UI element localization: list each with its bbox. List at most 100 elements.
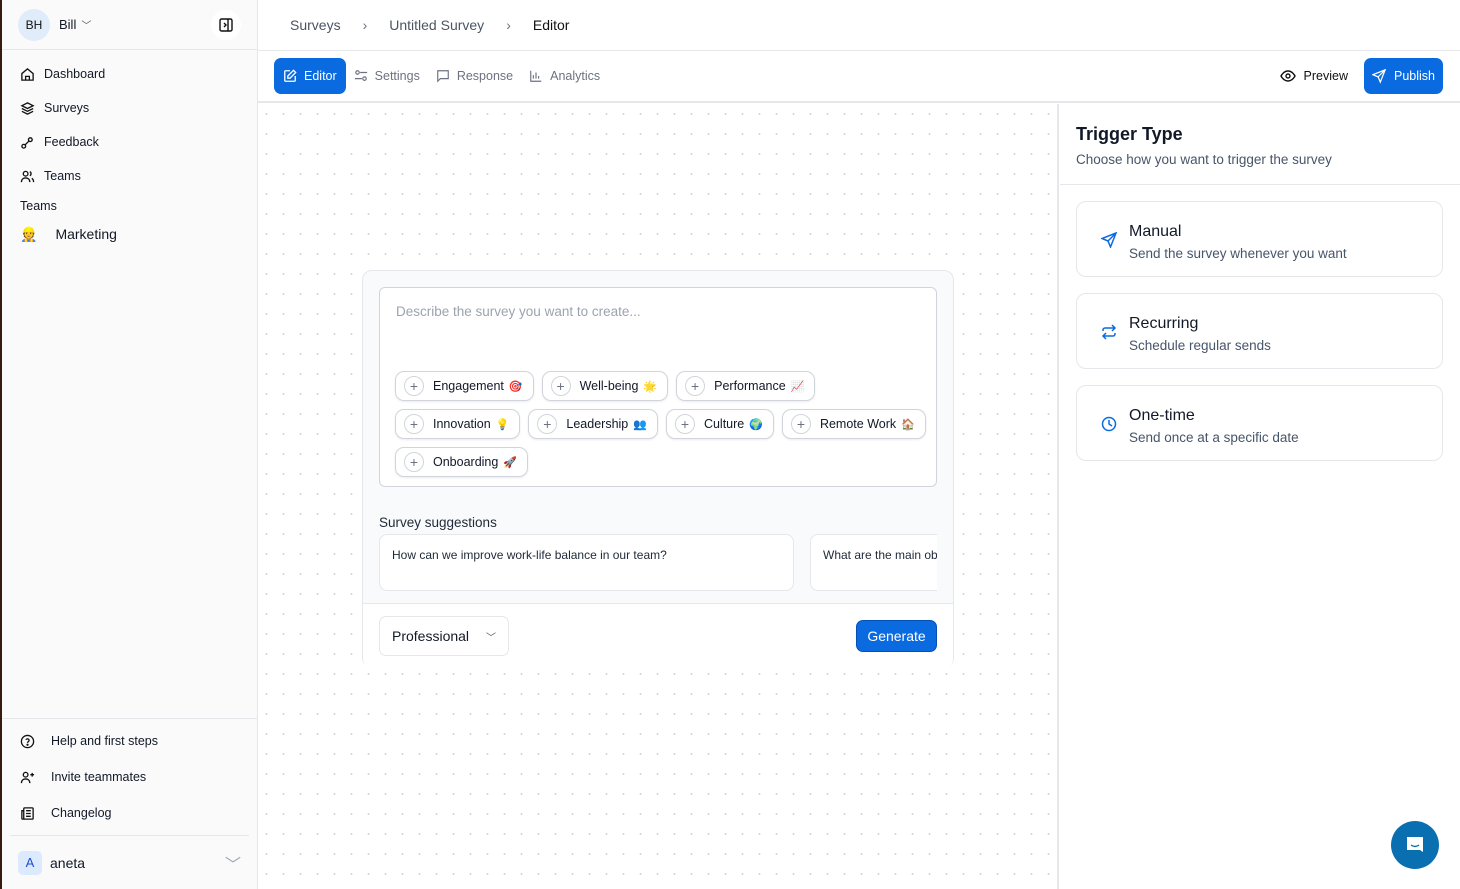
team-label: Marketing bbox=[55, 226, 117, 242]
topic-chip-culture[interactable]: + Culture 🌍 bbox=[665, 409, 774, 439]
tab-label: Settings bbox=[374, 69, 420, 83]
tab-analytics[interactable]: Analytics bbox=[521, 58, 608, 94]
plus-icon: + bbox=[685, 376, 706, 396]
publish-button[interactable]: Publish bbox=[1364, 58, 1443, 94]
topic-chip-leadership[interactable]: + Leadership 👥 bbox=[528, 409, 658, 439]
chip-emoji: 🎯 bbox=[508, 380, 523, 393]
option-title: Recurring bbox=[1129, 315, 1199, 332]
trigger-panel: Trigger Type Choose how you want to trig… bbox=[1060, 104, 1460, 889]
trigger-option-manual[interactable]: Manual Send the survey whenever you want bbox=[1076, 201, 1443, 277]
sidebar-item-surveys[interactable]: Surveys bbox=[2, 91, 257, 125]
home-icon bbox=[21, 67, 34, 81]
chip-emoji: 📈 bbox=[790, 380, 805, 393]
publish-label: Publish bbox=[1394, 69, 1435, 83]
topic-chips: + Engagement 🎯 + Well-being 🌟 + Performance 📈 + In… bbox=[395, 371, 935, 477]
breadcrumb-surveys[interactable]: Surveys bbox=[290, 17, 341, 33]
preview-button[interactable]: Preview bbox=[1279, 68, 1348, 84]
option-desc: Send once at a specific date bbox=[1129, 430, 1299, 445]
chevron-down-icon: ﹀ bbox=[486, 632, 496, 644]
option-desc: Send the survey whenever you want bbox=[1129, 246, 1347, 261]
trigger-option-recurring[interactable]: Recurring Schedule regular sends bbox=[1076, 293, 1443, 369]
clock-icon bbox=[1101, 416, 1117, 432]
tab-settings[interactable]: Settings bbox=[346, 58, 428, 94]
tab-label: Editor bbox=[304, 69, 337, 83]
help-link[interactable]: Help and first steps bbox=[2, 723, 257, 759]
sidebar-item-dashboard[interactable]: Dashboard bbox=[2, 57, 257, 91]
chip-label: Well-being bbox=[579, 379, 639, 393]
chip-label: Leadership bbox=[566, 417, 629, 431]
suggestion-card[interactable]: How can we improve work-life balance in … bbox=[379, 534, 794, 591]
nav-label: Dashboard bbox=[44, 67, 106, 81]
chip-emoji: 🌍 bbox=[749, 418, 763, 431]
user-name: Bill bbox=[59, 17, 77, 32]
tab-bar: Editor Settings Response Analytics Previ… bbox=[258, 51, 1460, 103]
breadcrumb: Surveys › Untitled Survey › Editor bbox=[258, 0, 1460, 51]
breadcrumb-untitled-survey[interactable]: Untitled Survey bbox=[389, 17, 485, 33]
sidebar-header: BH Bill ﹀ bbox=[2, 0, 257, 50]
plus-icon: + bbox=[404, 376, 424, 396]
topic-chip-remote-work[interactable]: + Remote Work 🏠 bbox=[781, 409, 926, 439]
chevron-right-icon: › bbox=[506, 17, 511, 33]
chip-emoji: 👥 bbox=[633, 418, 647, 431]
description-placeholder: Describe the survey you want to create..… bbox=[396, 304, 641, 319]
team-marketing[interactable]: 👷 Marketing bbox=[2, 217, 257, 251]
topic-chip-engagement[interactable]: + Engagement 🎯 bbox=[395, 371, 534, 401]
chip-label: Innovation bbox=[433, 417, 491, 431]
chat-launcher-button[interactable] bbox=[1391, 821, 1439, 869]
topic-chip-well-being[interactable]: + Well-being 🌟 bbox=[541, 371, 669, 401]
breadcrumb-editor: Editor bbox=[532, 17, 570, 33]
survey-description-input[interactable]: Describe the survey you want to create..… bbox=[379, 287, 937, 487]
nav-label: Surveys bbox=[44, 101, 90, 115]
preview-label: Preview bbox=[1303, 69, 1348, 83]
layers-icon bbox=[20, 101, 35, 115]
sidebar-item-teams[interactable]: Teams bbox=[2, 159, 257, 193]
option-title: One-time bbox=[1129, 407, 1195, 424]
repeat-icon bbox=[1101, 324, 1117, 340]
option-title: Manual bbox=[1129, 223, 1182, 240]
topic-chip-onboarding[interactable]: + Onboarding 🚀 bbox=[395, 447, 529, 477]
newspaper-icon bbox=[21, 806, 34, 820]
plus-icon: + bbox=[404, 452, 424, 472]
generate-button[interactable]: Generate bbox=[856, 620, 937, 652]
user-avatar: BH bbox=[18, 8, 50, 41]
sidebar-item-feedback[interactable]: Feedback bbox=[2, 125, 257, 159]
tone-select[interactable]: Professional ﹀ bbox=[379, 616, 509, 656]
tab-editor[interactable]: Editor bbox=[274, 58, 346, 94]
tab-label: Analytics bbox=[550, 69, 601, 83]
topic-chip-innovation[interactable]: + Innovation 💡 bbox=[395, 409, 521, 439]
feedback-icon bbox=[21, 136, 33, 149]
tab-label: Response bbox=[456, 69, 514, 83]
chip-emoji: 🌟 bbox=[643, 380, 658, 393]
chat-icon bbox=[1407, 837, 1423, 852]
tone-value: Professional bbox=[392, 628, 470, 644]
users-icon bbox=[20, 170, 35, 182]
plus-icon: + bbox=[674, 414, 695, 434]
account-avatar: A bbox=[18, 850, 42, 875]
user-plus-icon bbox=[20, 771, 35, 783]
account-switcher[interactable]: A aneta ﹀ bbox=[10, 835, 249, 889]
edit-icon bbox=[284, 69, 297, 82]
chip-emoji: 🚀 bbox=[503, 456, 518, 469]
editor-canvas: Describe the survey you want to create..… bbox=[258, 104, 1059, 889]
suggestion-card[interactable]: What are the main ob bbox=[810, 534, 937, 591]
trigger-option-one-time[interactable]: One-time Send once at a specific date bbox=[1076, 385, 1443, 461]
changelog-link[interactable]: Changelog bbox=[2, 795, 257, 831]
plus-icon: + bbox=[537, 414, 558, 434]
nav-label: Changelog bbox=[51, 806, 112, 820]
chip-emoji: 💡 bbox=[495, 418, 510, 431]
chevron-down-icon: ﹀ bbox=[81, 21, 92, 32]
teams-heading: Teams bbox=[20, 199, 57, 213]
topic-chip-performance[interactable]: + Performance 📈 bbox=[676, 371, 816, 401]
tab-response[interactable]: Response bbox=[428, 58, 521, 94]
chip-emoji: 🏠 bbox=[901, 418, 915, 431]
chip-label: Engagement bbox=[433, 379, 504, 393]
trigger-subtitle: Choose how you want to trigger the surve… bbox=[1076, 152, 1332, 167]
account-name: aneta bbox=[50, 854, 86, 871]
send-icon bbox=[1372, 68, 1386, 84]
chip-label: Performance bbox=[714, 379, 786, 393]
invite-teammates-link[interactable]: Invite teammates bbox=[2, 759, 257, 795]
collapse-sidebar-button[interactable] bbox=[211, 9, 241, 40]
user-menu[interactable]: Bill ﹀ bbox=[59, 17, 91, 32]
chip-label: Remote Work bbox=[819, 417, 897, 431]
nav-label: Help and first steps bbox=[51, 734, 158, 748]
